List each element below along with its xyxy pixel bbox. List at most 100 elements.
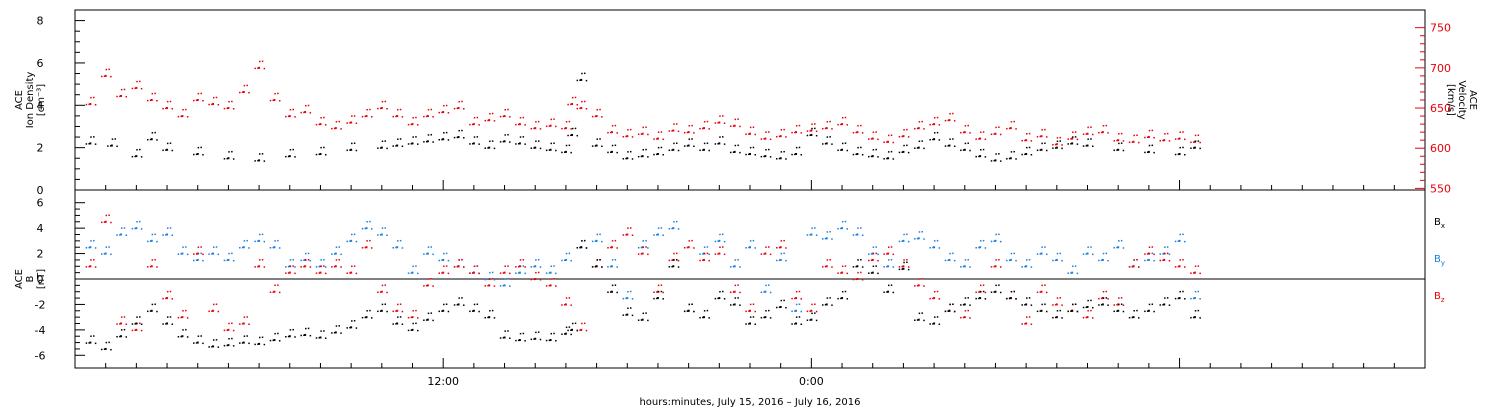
by-point <box>732 265 735 268</box>
by-point <box>607 266 609 268</box>
by-point <box>944 259 947 262</box>
ion-density-point <box>116 145 118 148</box>
ion-density-point <box>287 155 290 158</box>
by-point <box>591 240 594 243</box>
ion-density-point <box>906 144 908 147</box>
velocity-point <box>933 117 936 119</box>
bz-point <box>1116 304 1118 306</box>
bz-point <box>380 290 383 293</box>
velocity-point <box>990 133 993 136</box>
velocity-point <box>1041 129 1043 131</box>
ion-density-point <box>929 138 931 141</box>
velocity-point <box>491 112 494 115</box>
velocity-point <box>703 121 706 123</box>
bx-point <box>365 316 368 319</box>
by-point <box>887 259 890 261</box>
bx-point <box>708 317 710 319</box>
by-point <box>116 234 118 236</box>
by-point <box>351 233 353 236</box>
ion-density-point <box>1179 146 1181 149</box>
bx-point <box>517 339 520 342</box>
velocity-point <box>487 119 489 122</box>
bz-point <box>1045 291 1048 294</box>
ion-density-point <box>768 148 770 151</box>
by-point <box>258 233 261 236</box>
bz-point <box>901 265 904 268</box>
bz-point <box>871 258 874 261</box>
ion-density-point <box>1178 153 1181 155</box>
velocity-point <box>318 123 321 126</box>
velocity-point <box>944 119 947 122</box>
velocity-point <box>227 107 230 110</box>
bz-point <box>215 303 218 305</box>
bx-point <box>548 339 551 342</box>
bx-point <box>303 334 305 337</box>
by-point <box>1117 246 1120 249</box>
bz-point <box>366 240 368 242</box>
bz-point <box>100 221 103 224</box>
bx-point <box>645 312 647 314</box>
velocity-point <box>323 116 325 119</box>
bx-point <box>601 266 603 268</box>
velocity-point <box>645 126 647 128</box>
by-point <box>1052 259 1054 262</box>
velocity-point <box>522 116 525 119</box>
velocity-point <box>147 99 149 102</box>
bx-point <box>718 297 721 300</box>
velocity-point <box>1021 139 1023 142</box>
bx-point <box>826 297 829 299</box>
bz-point <box>693 247 695 249</box>
velocity-point <box>1009 127 1012 130</box>
velocity-point <box>277 92 279 95</box>
velocity-point <box>289 108 292 111</box>
bx-point <box>686 310 689 312</box>
by-point <box>984 247 987 249</box>
bz-point <box>1128 266 1131 268</box>
bx-point <box>491 309 494 312</box>
by-point <box>1045 253 1048 256</box>
bx-point <box>166 322 169 325</box>
velocity-point <box>656 138 658 140</box>
bx-point <box>223 344 226 347</box>
bz-point <box>841 265 844 268</box>
ion-density-point <box>288 155 291 158</box>
bx-point <box>1148 303 1151 306</box>
ion-density-point <box>136 149 138 151</box>
ion-density-point <box>841 148 844 151</box>
bz-point <box>555 285 557 287</box>
bx-point <box>571 328 574 331</box>
ion-density-point <box>967 142 969 144</box>
bx-point <box>263 343 266 346</box>
by-point <box>714 240 717 243</box>
bx-point <box>599 258 601 261</box>
by-point <box>355 240 358 243</box>
by-point <box>625 297 627 300</box>
bx-point <box>472 309 475 312</box>
velocity-point <box>688 125 691 127</box>
bz-point <box>1056 297 1059 299</box>
ion-density-point <box>645 148 647 151</box>
velocity-point <box>1194 134 1197 137</box>
bx-point <box>294 336 296 338</box>
bx-point <box>315 337 318 339</box>
by-point <box>791 310 793 313</box>
bx-point <box>907 268 910 271</box>
by-point <box>289 259 292 261</box>
by-point <box>1164 246 1166 248</box>
by-point <box>887 265 890 268</box>
velocity-point <box>979 137 982 140</box>
bx-point <box>1086 305 1089 308</box>
bz-point <box>1138 266 1140 268</box>
ion-density-point <box>607 151 609 154</box>
velocity-point <box>457 107 460 110</box>
bx-point <box>1041 303 1043 306</box>
bx-point <box>519 332 522 335</box>
bx-point <box>1082 306 1085 309</box>
ion-density-point <box>571 127 574 130</box>
ion-density-point <box>411 142 414 145</box>
velocity-point <box>917 127 920 130</box>
velocity-point <box>814 123 816 125</box>
bz-point <box>675 252 678 255</box>
by-point <box>994 239 997 242</box>
ion-density-point <box>471 143 474 145</box>
